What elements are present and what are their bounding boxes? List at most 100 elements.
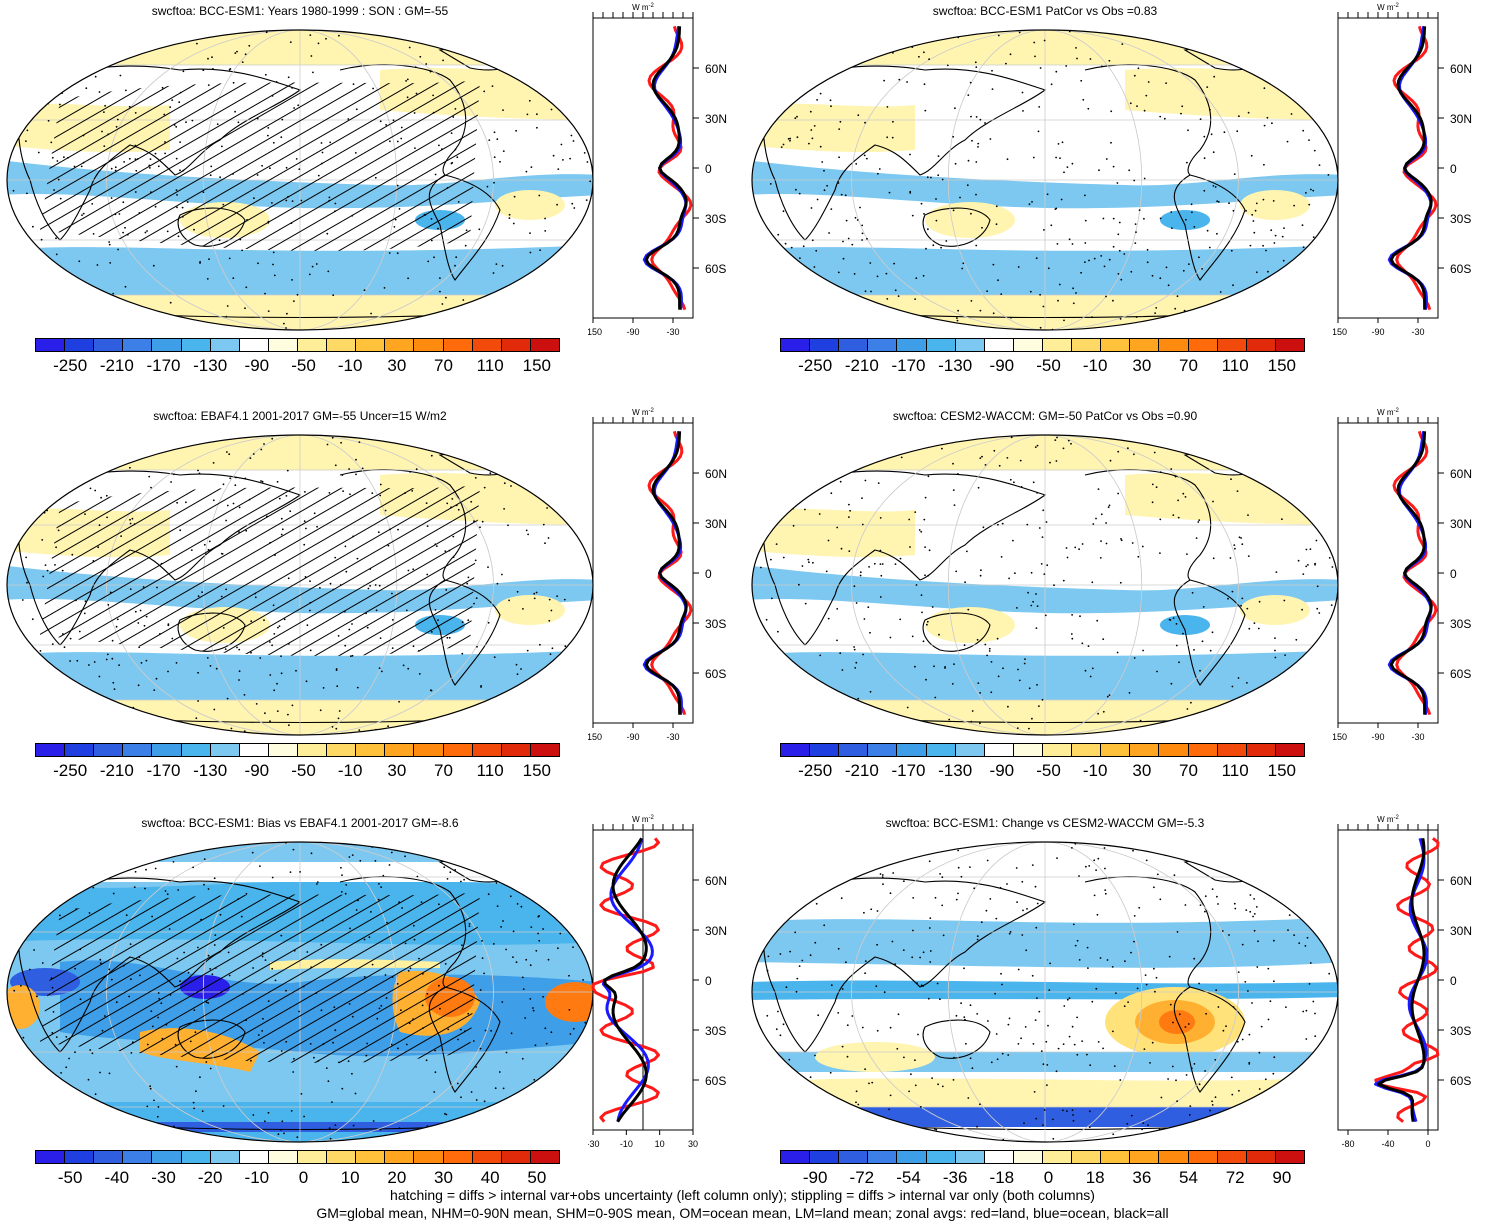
colorbar-label: -10 — [1082, 356, 1108, 375]
map-field — [7, 435, 593, 735]
zonal-units-label: W m-2 — [1377, 815, 1399, 824]
map — [751, 841, 1339, 1143]
colorbar-swatch — [210, 1151, 240, 1163]
colorbar-label: -170 — [891, 761, 926, 780]
colorbar-swatch — [926, 339, 956, 351]
colorbar-swatch — [152, 339, 182, 351]
colorbar-swatch — [1246, 339, 1276, 351]
lat-label: 30N — [705, 924, 727, 938]
colorbar-swatch — [385, 1151, 415, 1163]
colorbar-label: 110 — [1221, 356, 1249, 375]
lat-label: 60S — [1450, 667, 1471, 681]
colorbar-swatch — [472, 744, 502, 756]
zonal-units-label: W m-2 — [632, 815, 654, 824]
lat-label: 30S — [705, 212, 726, 226]
colorbar-swatch — [1013, 339, 1043, 351]
colorbar — [780, 1150, 1305, 1164]
lat-label: 30N — [705, 517, 727, 531]
zonal-x-tick: -90 — [626, 732, 639, 742]
zonal-x-tick: -90 — [626, 327, 639, 337]
colorbar-label: -170 — [891, 356, 926, 375]
lat-label: 30S — [1450, 617, 1471, 631]
colorbar-swatch — [1072, 339, 1102, 351]
colorbar-swatch — [268, 339, 298, 351]
lat-label: 60S — [705, 262, 726, 276]
lat-label: 0 — [1450, 974, 1457, 988]
hatching — [40, 485, 480, 656]
zonal-x-tick: 30 — [688, 1139, 698, 1149]
colorbar-label: -170 — [146, 356, 181, 375]
colorbar-label: -130 — [938, 761, 973, 780]
colorbar-label: -50 — [1036, 356, 1061, 375]
colorbar-swatch — [210, 339, 240, 351]
zonal-x-tick: -10 — [620, 1139, 633, 1149]
colorbar-swatch — [123, 339, 153, 351]
zonal-line-land — [647, 430, 693, 716]
colorbar-label: -210 — [99, 761, 134, 780]
colorbar-swatch — [210, 744, 240, 756]
footer-note-hatching: hatching = diffs > internal var+obs unce… — [390, 1187, 1095, 1203]
lat-label: 60N — [705, 467, 727, 481]
panel-title: swcftoa: BCC-ESM1: Bias vs EBAF4.1 2001-… — [141, 816, 459, 830]
map-field — [752, 842, 1338, 1142]
colorbar-swatch — [1188, 1151, 1218, 1163]
panel-title: swcftoa: CESM2-WACCM: GM=-50 PatCor vs O… — [892, 409, 1198, 423]
colorbar-label: 150 — [522, 356, 552, 375]
colorbar-swatch — [65, 339, 95, 351]
lat-label: 60N — [705, 62, 727, 76]
colorbar-swatch — [1217, 1151, 1247, 1163]
colorbar-swatch — [1275, 1151, 1304, 1163]
map — [6, 29, 594, 331]
colorbar-swatch — [123, 744, 153, 756]
colorbar-swatch — [414, 339, 444, 351]
panel-title: swcftoa: EBAF4.1 2001-2017 GM=-55 Uncer=… — [153, 409, 447, 423]
colorbar-swatch — [443, 744, 473, 756]
colorbar-label: 150 — [522, 761, 552, 780]
colorbar-swatch — [327, 1151, 357, 1163]
colorbar-swatch — [65, 744, 95, 756]
colorbar-label: -250 — [798, 761, 833, 780]
colorbar-swatch — [472, 339, 502, 351]
colorbar-swatch — [781, 744, 811, 756]
colorbar-label: 10 — [340, 1168, 360, 1187]
colorbar-swatch — [1217, 339, 1247, 351]
lat-label: 30N — [705, 112, 727, 126]
colorbar-label: -50 — [291, 356, 316, 375]
colorbar-label: 70 — [1179, 761, 1198, 780]
zonal-line-all — [603, 837, 648, 1123]
colorbar-swatch — [501, 1151, 531, 1163]
zonal-x-tick: -30 — [666, 732, 679, 742]
colorbar-label: 110 — [476, 761, 504, 780]
colorbar-swatch — [239, 339, 269, 351]
colorbar-swatch — [1159, 339, 1189, 351]
colorbar-swatch — [1130, 1151, 1160, 1163]
colorbar-label: -72 — [849, 1168, 875, 1187]
colorbar-swatch — [839, 1151, 869, 1163]
colorbar-swatch — [984, 339, 1014, 351]
colorbar-swatch — [1159, 1151, 1189, 1163]
zonal-x-tick: -30 — [1411, 327, 1424, 337]
colorbar-label: -130 — [193, 761, 228, 780]
colorbar-label: 0 — [1043, 1168, 1054, 1187]
colorbar — [780, 338, 1305, 352]
colorbar-label: -10 — [1082, 761, 1108, 780]
colorbar-label: -10 — [244, 1168, 270, 1187]
colorbar-swatch — [1101, 339, 1131, 351]
lat-label: 30N — [1450, 924, 1472, 938]
zonal-units-label: W m-2 — [632, 408, 654, 417]
lat-label: 0 — [1450, 162, 1457, 176]
colorbar-label: -54 — [896, 1168, 921, 1187]
colorbar-swatch — [123, 1151, 153, 1163]
map-field — [752, 435, 1338, 735]
colorbar-label: -210 — [844, 761, 879, 780]
colorbar-swatch — [268, 744, 298, 756]
panel-obs-mean: swcftoa: EBAF4.1 2001-2017 GM=-55 Uncer=… — [0, 405, 740, 785]
colorbar-label: 30 — [387, 761, 407, 780]
colorbar-swatch — [94, 339, 124, 351]
footer-note-means: GM=global mean, NHM=0-90N mean, SHM=0-90… — [316, 1205, 1169, 1221]
colorbar-swatch — [356, 744, 386, 756]
colorbar-swatch — [926, 744, 956, 756]
colorbar-swatch — [356, 339, 386, 351]
lat-label: 0 — [705, 974, 712, 988]
lat-label: 60S — [1450, 262, 1471, 276]
